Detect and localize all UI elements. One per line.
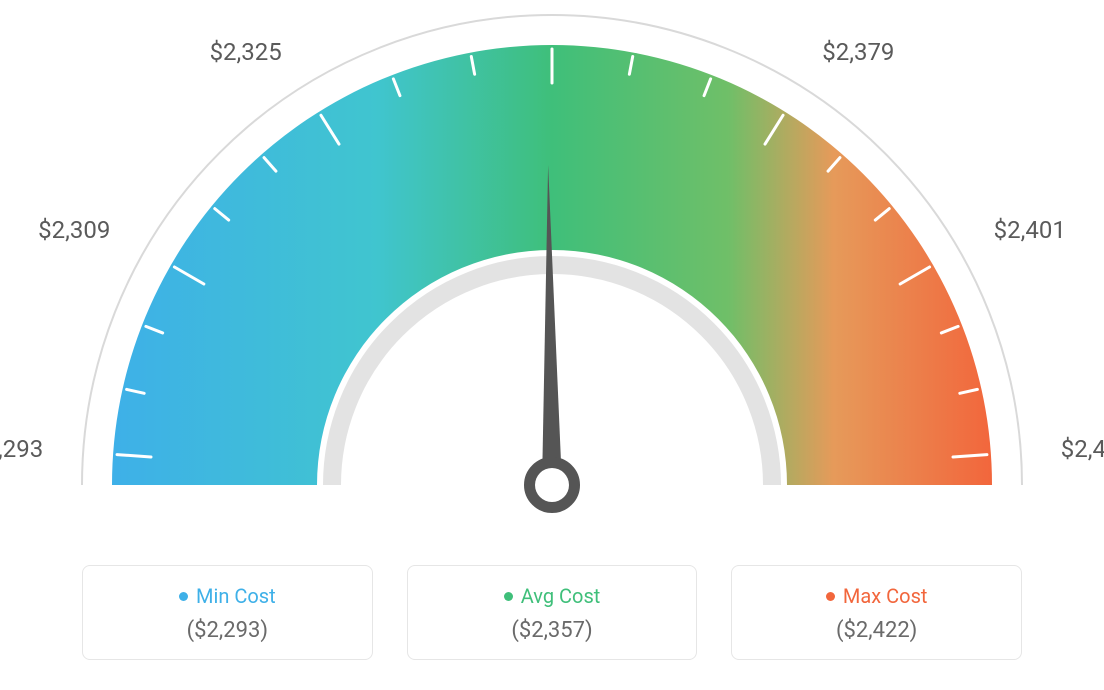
- legend-card-avg: Avg Cost ($2,357): [407, 565, 698, 660]
- gauge-tick-label: $2,325: [210, 38, 282, 66]
- dot-icon: [826, 592, 835, 601]
- gauge-tick-label: $2,401: [994, 216, 1066, 244]
- legend-title-max: Max Cost: [826, 584, 928, 608]
- legend-card-min: Min Cost ($2,293): [82, 565, 373, 660]
- legend-title-label: Min Cost: [196, 584, 276, 608]
- dot-icon: [179, 592, 188, 601]
- legend-value-avg: ($2,357): [420, 618, 685, 643]
- legend-value-min: ($2,293): [95, 618, 360, 643]
- gauge-tick-label: $2,309: [38, 216, 110, 244]
- gauge-chart: $2,293$2,309$2,325$2,357$2,379$2,401$2,4…: [0, 0, 1104, 540]
- gauge-tick-label: $2,379: [822, 38, 894, 66]
- legend-card-max: Max Cost ($2,422): [731, 565, 1022, 660]
- legend-title-label: Max Cost: [843, 584, 928, 608]
- legend-title-min: Min Cost: [179, 584, 276, 608]
- legend-title-avg: Avg Cost: [504, 584, 601, 608]
- legend-row: Min Cost ($2,293) Avg Cost ($2,357) Max …: [82, 565, 1022, 660]
- legend-value-max: ($2,422): [744, 618, 1009, 643]
- gauge-tick-label: $2,422: [1061, 435, 1104, 463]
- legend-title-label: Avg Cost: [521, 584, 601, 608]
- gauge-tick-label: $2,293: [0, 435, 43, 463]
- dot-icon: [504, 592, 513, 601]
- gauge-svg: [0, 0, 1104, 540]
